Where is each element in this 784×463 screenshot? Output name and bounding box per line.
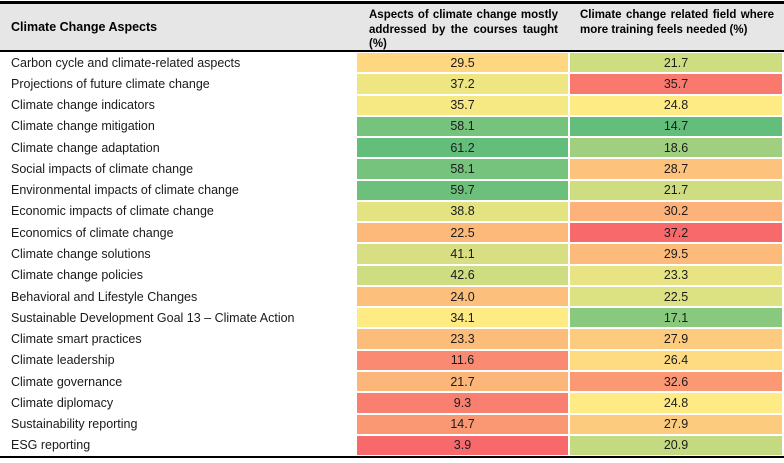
addressed-value-cell: 22.5 [357,223,568,243]
addressed-value-cell: 61.2 [357,138,568,158]
addressed-value-cell: 38.8 [357,201,568,222]
addressed-value-cell: 59.7 [357,180,568,200]
training-value-cell: 26.4 [570,350,782,370]
training-value-cell: 29.5 [570,244,782,264]
training-value-cell: 17.1 [570,308,782,328]
training-value-cell: 21.7 [570,180,782,200]
table-row: Climate change policies 42.6 23.3 [0,265,784,286]
training-value-cell: 32.6 [570,371,782,392]
row-label: Projections of future climate change [11,76,210,91]
training-value-cell: 21.7 [570,53,782,73]
table-row: Climate governance 21.7 32.6 [0,371,784,392]
table-row: Social impacts of climate change 58.1 28… [0,158,784,179]
table-row: Economic impacts of climate change 38.8 … [0,201,784,222]
row-label: Climate diplomacy [11,395,114,410]
addressed-value-cell: 23.3 [357,329,568,349]
table-row: Projections of future climate change 37.… [0,73,784,94]
addressed-value-cell: 29.5 [357,53,568,73]
row-label: Behavioral and Lifestyle Changes [11,289,198,304]
row-label: Climate change adaptation [11,140,160,155]
training-value-cell: 37.2 [570,223,782,243]
row-label: Climate change policies [11,268,144,283]
table-row: Sustainable Development Goal 13 – Climat… [0,307,784,328]
row-label: Climate smart practices [11,332,142,347]
row-label: Climate governance [11,374,123,389]
addressed-value-cell: 34.1 [357,308,568,328]
addressed-value-cell: 58.1 [357,159,568,179]
training-value-cell: 27.9 [570,329,782,349]
header-training-needed: Climate change related field where more … [580,9,774,36]
table-row: Climate leadership 11.6 26.4 [0,350,784,371]
addressed-value-cell: 9.3 [357,393,568,413]
header-climate-change-aspects: Climate Change Aspects [11,20,158,34]
training-value-cell: 23.3 [570,265,782,285]
training-value-cell: 35.7 [570,74,782,94]
table-row: Carbon cycle and climate-related aspects… [0,52,784,73]
addressed-value-cell: 3.9 [357,435,568,456]
row-label: Sustainable Development Goal 13 – Climat… [11,310,295,325]
table-row: Behavioral and Lifestyle Changes 24.0 22… [0,286,784,307]
row-label: Environmental impacts of climate change [11,183,239,198]
table-header-row: Climate Change Aspects Aspects of climat… [0,4,784,50]
table-top-border [0,1,784,4]
addressed-value-cell: 21.7 [357,371,568,392]
addressed-value-cell: 35.7 [357,95,568,115]
addressed-value-cell: 41.1 [357,244,568,264]
training-value-cell: 20.9 [570,435,782,456]
table-row: Environmental impacts of climate change … [0,180,784,201]
table-row: Climate change adaptation 61.2 18.6 [0,137,784,158]
row-label: Climate leadership [11,353,115,368]
training-value-cell: 28.7 [570,159,782,179]
row-label: Climate change mitigation [11,119,155,134]
table-body: Carbon cycle and climate-related aspects… [0,52,784,456]
row-label: Sustainability reporting [11,417,138,432]
table-row: Climate change indicators 35.7 24.8 [0,95,784,116]
table-row: Economics of climate change 22.5 37.2 [0,222,784,243]
training-value-cell: 24.8 [570,95,782,115]
row-label: Economic impacts of climate change [11,204,214,219]
header-bottom-border [0,50,784,52]
row-label: ESG reporting [11,438,91,453]
row-label: Social impacts of climate change [11,161,194,176]
addressed-value-cell: 37.2 [357,74,568,94]
addressed-value-cell: 14.7 [357,414,568,434]
table-row: Climate smart practices 23.3 27.9 [0,328,784,349]
training-value-cell: 24.8 [570,393,782,413]
table-bottom-border [0,456,784,458]
addressed-value-cell: 24.0 [357,286,568,307]
row-label: Climate change indicators [11,98,155,113]
table-row: Sustainability reporting 14.7 27.9 [0,414,784,435]
table-row: Climate change mitigation 58.1 14.7 [0,116,784,137]
row-label: Economics of climate change [11,225,174,240]
training-value-cell: 27.9 [570,414,782,434]
row-label: Carbon cycle and climate-related aspects [11,55,241,70]
table-row: ESG reporting 3.9 20.9 [0,435,784,456]
addressed-value-cell: 11.6 [357,350,568,370]
table-row: Climate change solutions 41.1 29.5 [0,243,784,264]
table-row: Climate diplomacy 9.3 24.8 [0,392,784,413]
addressed-value-cell: 42.6 [357,265,568,285]
row-label: Climate change solutions [11,247,151,262]
training-value-cell: 14.7 [570,116,782,137]
training-value-cell: 18.6 [570,138,782,158]
training-value-cell: 22.5 [570,286,782,307]
addressed-value-cell: 58.1 [357,116,568,137]
header-aspects-addressed: Aspects of climate change mostly address… [369,9,558,51]
training-value-cell: 30.2 [570,201,782,222]
